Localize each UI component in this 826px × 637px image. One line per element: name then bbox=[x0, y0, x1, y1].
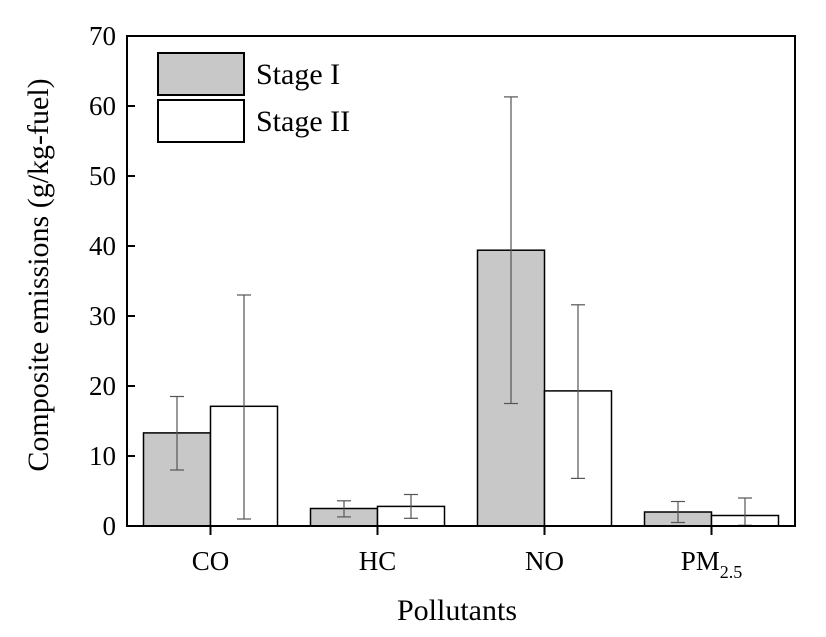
legend-swatch bbox=[157, 52, 245, 96]
legend-swatch bbox=[157, 99, 245, 143]
error-bar bbox=[504, 96, 518, 405]
legend-label: Stage I bbox=[256, 58, 340, 91]
y-tick-label: 10 bbox=[89, 441, 116, 471]
y-tick-label: 60 bbox=[89, 91, 116, 121]
x-tick-label: PM2.5 bbox=[681, 546, 743, 582]
error-bars-layer bbox=[170, 96, 752, 526]
y-tick-label: 70 bbox=[89, 21, 116, 51]
error-bar bbox=[671, 500, 685, 524]
y-axis-title: Composite emissions (g/kg-fuel) bbox=[22, 78, 55, 471]
error-bar bbox=[337, 500, 351, 518]
y-axis: 0 10 20 30 40 50 60 70 bbox=[89, 21, 135, 541]
x-tick-label: HC bbox=[359, 546, 397, 576]
x-tick-label: NO bbox=[525, 546, 564, 576]
y-tick-label: 30 bbox=[89, 301, 116, 331]
y-tick-label: 50 bbox=[89, 161, 116, 191]
error-bar bbox=[404, 493, 418, 519]
y-tick-label: 0 bbox=[103, 511, 117, 541]
x-tick-label: CO bbox=[192, 546, 230, 576]
x-axis: CO HC NO PM2.5 bbox=[192, 526, 743, 582]
plot-frame bbox=[126, 35, 796, 527]
x-tick-label-main: NO bbox=[525, 546, 564, 576]
legend-label: Stage II bbox=[256, 105, 350, 138]
x-tick-label-main: CO bbox=[192, 546, 230, 576]
error-bar bbox=[571, 304, 585, 479]
y-tick-label: 20 bbox=[89, 371, 116, 401]
x-tick-label-main: HC bbox=[359, 546, 397, 576]
legend: Stage I Stage II bbox=[157, 52, 350, 143]
error-bar bbox=[237, 294, 251, 520]
x-tick-label-subscript: 2.5 bbox=[720, 562, 743, 582]
bars-layer bbox=[142, 249, 780, 527]
x-axis-title: Pollutants bbox=[397, 594, 517, 627]
error-bar bbox=[170, 395, 184, 471]
y-tick-label: 40 bbox=[89, 231, 116, 261]
x-tick-label-main: PM bbox=[681, 546, 720, 576]
